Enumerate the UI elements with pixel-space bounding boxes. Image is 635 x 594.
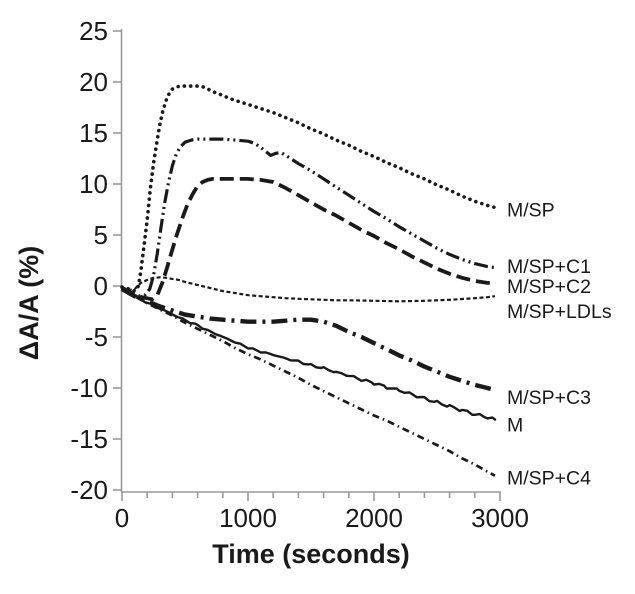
series-labels: M/SP M/SP+C1M/SP+C2 M/SP+LDLs M/SP+C3 M M/SP+… — [507, 200, 612, 490]
series-line-m-sp-c3 — [120, 287, 496, 393]
series-lines — [120, 84, 497, 477]
series-label-m-sp-c2: M/SP+C2 — [507, 276, 591, 298]
series-label-m-sp-c3: M/SP+C3 — [507, 387, 591, 409]
y-tick-label: 20 — [79, 67, 108, 97]
y-axis-title: ΔA/A (%) — [14, 246, 44, 360]
series-label-m-sp-c1: M/SP+C1 — [507, 256, 591, 278]
series-line-m-sp-ldls — [121, 276, 496, 303]
y-tick-label: 0 — [94, 271, 108, 301]
series-line-m-sp-c4 — [121, 287, 496, 477]
x-tick-label: 0 — [115, 503, 129, 533]
x-tick-label: 1000 — [219, 503, 277, 533]
y-tick-label: 15 — [79, 118, 108, 148]
y-tick-label: -10 — [70, 373, 108, 403]
y-tick-label: 10 — [79, 169, 108, 199]
y-tick-label: -5 — [85, 322, 108, 352]
x-tick-label: 3000 — [471, 503, 529, 533]
x-axis-title: Time (seconds) — [212, 539, 410, 569]
series-label-m-sp: M/SP — [507, 200, 555, 222]
y-tick-label: 5 — [94, 220, 108, 250]
series-label-m: M — [507, 415, 523, 437]
series-label-m-sp-c4: M/SP+C4 — [507, 467, 591, 489]
y-tick-label: -20 — [70, 475, 108, 505]
x-tick-label: 2000 — [345, 503, 403, 533]
series-line-m-sp-c2 — [121, 176, 495, 302]
y-tick-label: 25 — [79, 16, 108, 46]
series-line-m-sp-c1 — [121, 137, 496, 298]
series-label-m-sp-ldls: M/SP+LDLs — [507, 301, 612, 323]
series-line-m-sp — [120, 84, 497, 293]
series-line-m — [120, 286, 497, 421]
y-tick-label: -15 — [70, 424, 108, 454]
